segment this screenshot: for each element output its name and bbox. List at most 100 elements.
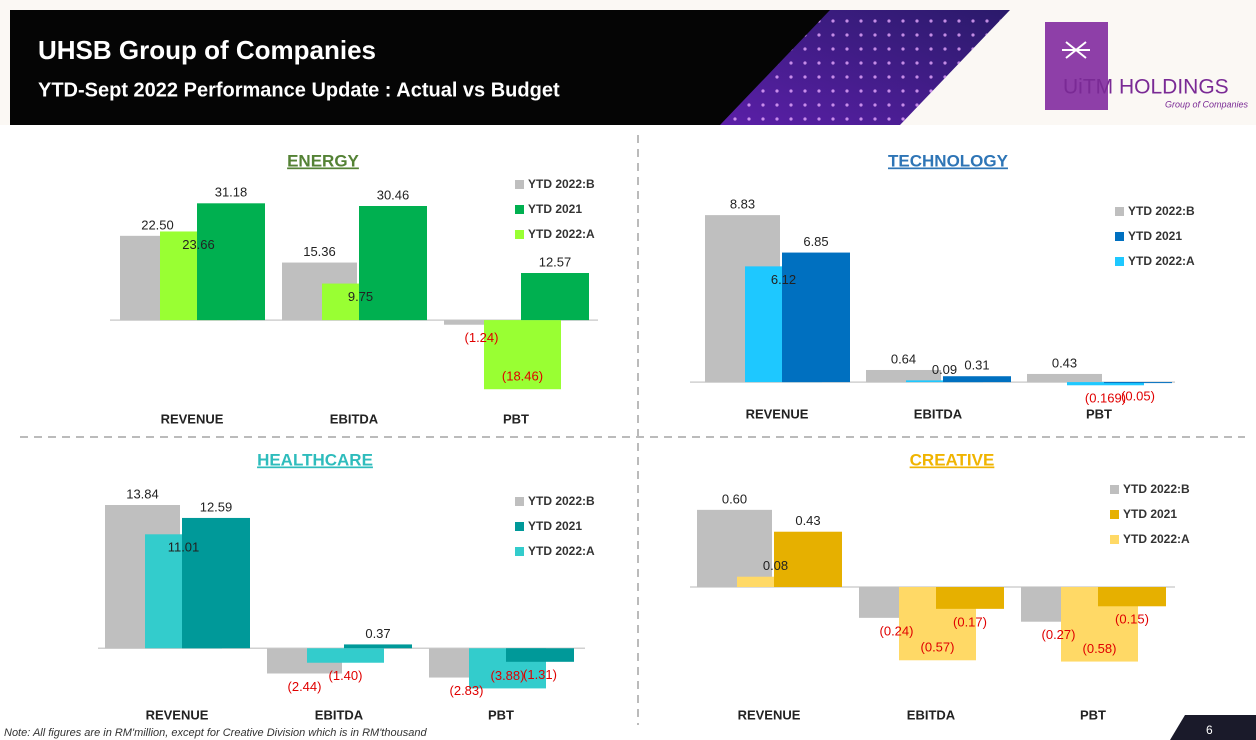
bar (1067, 382, 1144, 386)
bar (197, 203, 265, 321)
value-label: (0.17) (953, 614, 987, 629)
legend-label: YTD 2022:B (1128, 204, 1195, 218)
legend-swatch (515, 205, 524, 214)
x-tick-label: EBITDA (907, 707, 956, 722)
legend-swatch (1115, 232, 1124, 241)
legend-label: YTD 2022:A (1128, 254, 1195, 268)
logo-tagline: Group of Companies (1165, 99, 1249, 109)
legend-swatch (1110, 485, 1119, 494)
bar (344, 644, 412, 649)
value-label: (1.40) (329, 668, 363, 683)
legend-label: YTD 2021 (1123, 507, 1177, 521)
legend-label: YTD 2021 (1128, 229, 1182, 243)
value-label: (2.44) (288, 679, 322, 694)
value-label: 0.64 (891, 351, 916, 366)
value-label: 11.01 (168, 540, 200, 555)
bar (866, 369, 941, 383)
value-label: (0.15) (1115, 612, 1149, 627)
value-label: 31.18 (215, 185, 248, 200)
chart-title: HEALTHCARE (257, 450, 373, 469)
legend-swatch (515, 230, 524, 239)
legend-swatch (1115, 257, 1124, 266)
value-label: (3.88) (491, 668, 525, 683)
bar (182, 517, 250, 649)
value-label: (0.169) (1085, 391, 1126, 406)
value-label: (1.31) (523, 667, 557, 682)
legend-label: YTD 2021 (528, 519, 582, 533)
legend-swatch (1110, 510, 1119, 519)
page-corner (1170, 715, 1256, 740)
bar (936, 587, 1004, 609)
chart-title: TECHNOLOGY (888, 151, 1009, 170)
logo-icon (1062, 41, 1090, 59)
value-label: 0.43 (1052, 355, 1077, 370)
value-label: (0.05) (1121, 388, 1155, 403)
legend-swatch (515, 547, 524, 556)
legend-swatch (515, 497, 524, 506)
value-label: (2.83) (450, 683, 484, 698)
bar (521, 273, 589, 321)
bar (1027, 373, 1102, 383)
x-tick-label: EBITDA (914, 406, 963, 421)
x-tick-label: REVENUE (161, 411, 224, 426)
x-tick-label: REVENUE (746, 406, 809, 421)
bar (1098, 587, 1166, 607)
legend-label: YTD 2022:B (528, 177, 595, 191)
value-label: 15.36 (303, 244, 336, 259)
legend-label: YTD 2022:A (528, 227, 595, 241)
legend-swatch (515, 522, 524, 531)
legend-label: YTD 2022:A (1123, 532, 1190, 546)
value-label: (18.46) (502, 369, 543, 384)
header-subtitle: YTD-Sept 2022 Performance Update : Actua… (38, 79, 560, 101)
header-dots (720, 10, 1010, 125)
logo-mark (1045, 22, 1108, 110)
value-label: 30.46 (377, 187, 410, 202)
bar (359, 206, 427, 321)
value-label: 9.75 (348, 289, 373, 304)
value-label: (0.24) (880, 623, 914, 638)
value-label: 0.43 (795, 513, 820, 528)
x-tick-label: REVENUE (146, 707, 209, 722)
x-tick-label: REVENUE (738, 707, 801, 722)
value-label: (0.27) (1042, 627, 1076, 642)
legend-label: YTD 2022:B (528, 494, 595, 508)
value-label: (1.24) (465, 330, 499, 345)
legend-swatch (515, 180, 524, 189)
x-tick-label: PBT (503, 411, 529, 426)
bar (484, 320, 561, 390)
value-label: 0.60 (722, 491, 747, 506)
header-title: UHSB Group of Companies (38, 35, 376, 65)
legend-swatch (1115, 207, 1124, 216)
value-label: 23.66 (182, 237, 215, 252)
x-tick-label: PBT (1086, 406, 1112, 421)
note: Note: All figures are in RM'million, exc… (4, 727, 427, 739)
legend-label: YTD 2022:B (1123, 482, 1190, 496)
x-tick-label: PBT (488, 707, 514, 722)
bar (307, 648, 384, 663)
bar (1104, 382, 1172, 384)
value-label: 8.83 (730, 197, 755, 212)
value-label: 6.85 (803, 234, 828, 249)
value-label: 0.37 (365, 626, 390, 641)
value-label: 22.50 (141, 217, 174, 232)
value-label: (0.58) (1083, 641, 1117, 656)
x-tick-label: PBT (1080, 707, 1106, 722)
value-label: 12.59 (200, 499, 233, 514)
x-tick-label: EBITDA (315, 707, 364, 722)
legend-label: YTD 2021 (528, 202, 582, 216)
bar (782, 252, 850, 383)
x-tick-label: EBITDA (330, 411, 379, 426)
bar (506, 648, 574, 662)
value-label: 0.08 (763, 558, 788, 573)
logo-name: UiTM HOLDINGS (1063, 76, 1229, 99)
value-label: 13.84 (126, 486, 159, 501)
legend-swatch (1110, 535, 1119, 544)
value-label: 12.57 (539, 254, 572, 269)
bar (774, 531, 842, 587)
chart-title: ENERGY (287, 151, 359, 170)
page-number: 6 (1206, 723, 1213, 737)
bar (697, 509, 772, 587)
bar (444, 320, 519, 325)
header-band (10, 10, 880, 125)
